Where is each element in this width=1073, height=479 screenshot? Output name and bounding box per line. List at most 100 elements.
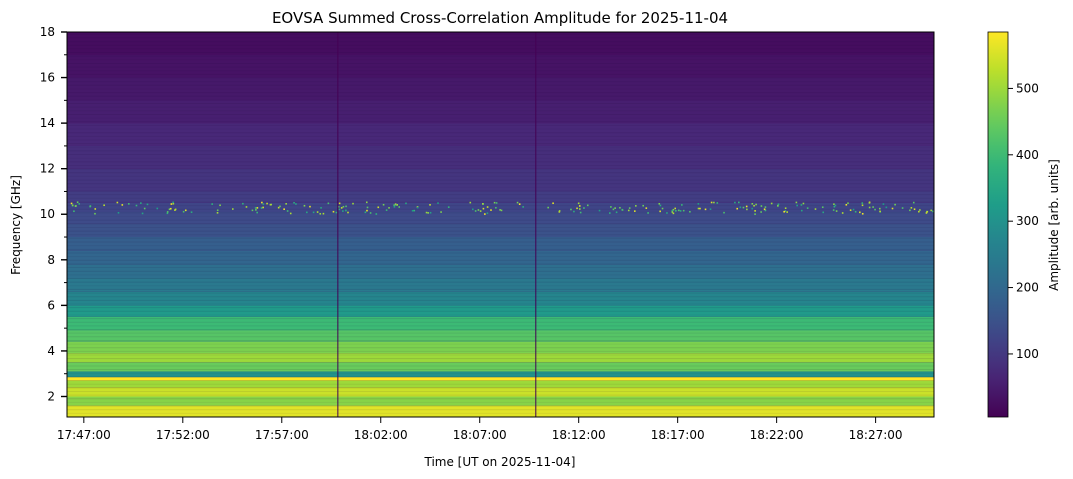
frequency-band — [67, 264, 934, 279]
rfi-speckle — [659, 210, 661, 213]
x-tick-label: 18:07:00 — [453, 428, 507, 442]
rfi-speckle — [320, 207, 322, 209]
rfi-speckle — [413, 209, 416, 212]
rfi-speckle — [671, 211, 674, 213]
rfi-speckle — [242, 202, 244, 205]
rfi-speckle — [635, 205, 637, 207]
rfi-speckle — [366, 206, 369, 209]
rfi-speckle — [345, 205, 347, 208]
frequency-band — [67, 100, 934, 124]
rfi-speckle — [751, 207, 754, 210]
rfi-speckle — [499, 209, 501, 211]
rfi-speckle — [261, 201, 263, 204]
rfi-speckle — [612, 208, 615, 211]
rfi-speckle — [659, 204, 662, 207]
rfi-speckle — [251, 209, 254, 212]
rfi-speckle — [316, 211, 319, 213]
rfi-speckle — [610, 206, 612, 208]
rfi-speckle — [495, 202, 498, 204]
rfi-speckle — [918, 210, 920, 213]
rfi-speckle — [901, 207, 904, 209]
rfi-speckle — [146, 203, 149, 206]
rfi-speckle — [802, 202, 805, 205]
rfi-speckle — [868, 206, 871, 209]
rfi-speckle — [184, 209, 187, 212]
rfi-speckle — [879, 210, 881, 213]
rfi-speckle — [306, 211, 308, 214]
frequency-band — [67, 341, 934, 354]
rfi-speckle — [103, 204, 105, 207]
rfi-speckle — [879, 207, 881, 210]
rfi-speckle — [322, 212, 325, 215]
rfi-speckle — [254, 207, 257, 209]
rfi-speckle — [182, 210, 185, 213]
rfi-speckle — [763, 208, 766, 211]
rfi-speckle — [847, 202, 849, 204]
rfi-speckle — [429, 204, 431, 206]
rfi-speckle — [675, 210, 677, 212]
rfi-speckle — [472, 208, 474, 211]
colorbar-axis: 100 200 300 400 500 — [1008, 81, 1039, 361]
rfi-speckle — [486, 206, 489, 208]
y-tick-label: 2 — [47, 389, 55, 403]
x-tick-label: 17:57:00 — [255, 428, 309, 442]
rfi-speckle — [681, 204, 683, 206]
rfi-speckle — [338, 208, 341, 211]
colorbar-tick-label: 200 — [1016, 281, 1039, 295]
rfi-speckle — [375, 213, 378, 215]
rfi-speckle — [800, 209, 803, 212]
rfi-speckle — [388, 207, 390, 209]
x-tick-label: 17:47:00 — [57, 428, 111, 442]
frequency-band — [67, 405, 934, 417]
rfi-speckle — [289, 212, 292, 215]
rfi-speckle — [874, 208, 876, 211]
frequency-band — [67, 305, 934, 317]
rfi-speckle — [697, 203, 700, 205]
rfi-speckle — [78, 203, 81, 205]
rfi-speckle — [231, 208, 234, 210]
rfi-speckle — [516, 201, 519, 204]
rfi-speckle — [352, 202, 354, 205]
rfi-speckle — [558, 211, 561, 213]
rfi-speckle — [558, 210, 561, 212]
rfi-speckle — [479, 210, 482, 212]
rfi-speckle — [255, 209, 257, 211]
y-tick-label: 10 — [40, 207, 55, 221]
rfi-speckle — [845, 203, 848, 206]
rfi-speckle — [800, 204, 803, 206]
rfi-speckle — [219, 204, 221, 207]
rfi-speckle — [835, 210, 838, 212]
rfi-speckle — [365, 201, 368, 204]
rfi-speckle — [312, 211, 315, 214]
rfi-speckle — [586, 204, 589, 207]
rfi-speckle — [166, 212, 169, 215]
rfi-speckle — [814, 208, 817, 210]
rfi-speckle — [94, 212, 96, 215]
rfi-speckle — [666, 212, 668, 214]
rfi-speckle — [764, 209, 767, 212]
rfi-speckle — [547, 206, 549, 209]
rfi-speckle — [764, 206, 767, 208]
rfi-speckle — [885, 206, 888, 209]
rfi-speckle — [135, 204, 138, 207]
rfi-speckle — [821, 206, 824, 209]
rfi-speckle — [500, 209, 503, 212]
rfi-speckle — [169, 207, 172, 210]
rfi-speckle — [332, 210, 335, 213]
rfi-speckle — [882, 203, 885, 205]
rfi-speckle — [270, 203, 273, 206]
rfi-speckle — [570, 208, 572, 211]
rfi-speckle — [710, 201, 713, 204]
rfi-speckle — [832, 209, 835, 211]
rfi-speckle — [745, 205, 748, 208]
rfi-speckle — [385, 209, 388, 211]
frequency-band — [67, 77, 934, 101]
rfi-speckle — [156, 207, 159, 210]
rfi-speckle — [495, 206, 497, 209]
rfi-speckle — [168, 208, 171, 211]
plot-area — [67, 32, 934, 417]
chart-title: EOVSA Summed Cross-Correlation Amplitude… — [272, 9, 728, 27]
rfi-speckle — [396, 204, 398, 206]
rfi-speckle — [337, 206, 340, 208]
rfi-speckle — [796, 204, 798, 207]
